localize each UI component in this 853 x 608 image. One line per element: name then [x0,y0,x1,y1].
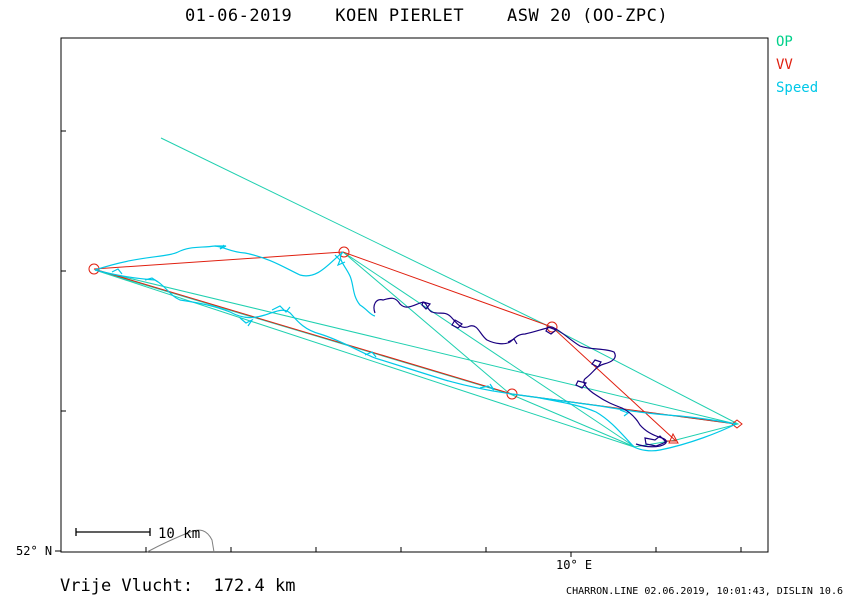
bottom-axis-ticks [145,547,742,557]
turnpoint-circle-icon [338,246,350,258]
flight-date: 01-06-2019 [184,6,293,26]
finish-triangle-icon [668,432,679,444]
turnpoints [88,246,743,444]
start-marker-icon [731,419,743,429]
speed-track [94,244,737,452]
legend-speed: Speed [776,80,819,96]
border-line [146,529,215,553]
scale-bar [75,528,151,536]
distance-value: 172.4 km [213,576,296,596]
glider-name: ASW 20 (OO-ZPC) [507,6,669,26]
lat-axis-label: 52° N [16,544,53,558]
turnpoint-circle-icon [546,321,558,333]
scale-bar-label: 10 km [158,526,201,542]
pilot-name: KOEN PIERLET [335,6,465,26]
op-route [94,137,740,448]
distance-summary: Vrije Vlucht: 172.4 km [60,576,295,596]
legend-op: OP [776,34,793,50]
legend-vv: VV [776,57,793,73]
credits-line: CHARRON.LINE 02.06.2019, 10:01:43, DISLI… [566,586,843,597]
left-axis-ticks [55,130,66,552]
flight-title: 01-06-2019 KOEN PIERLET ASW 20 (OO-ZPC) [0,6,853,26]
plot-frame [60,37,769,553]
turnpoint-circle-icon [506,388,518,400]
climb-track [373,297,668,448]
lon-axis-label: 10° E [556,558,593,572]
distance-label: Vrije Vlucht: [60,576,194,596]
